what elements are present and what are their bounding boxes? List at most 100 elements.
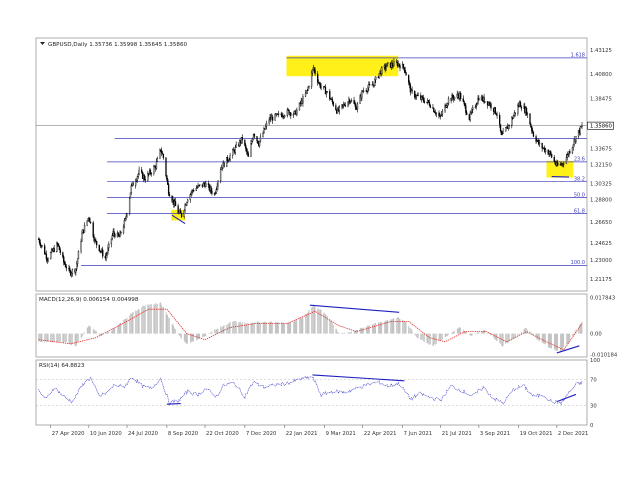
candle-body <box>262 132 264 138</box>
candle-body <box>427 100 430 103</box>
candle-body <box>226 156 228 167</box>
candle-body <box>125 215 127 219</box>
rsi-panel-frame <box>35 359 588 426</box>
candle-body <box>452 94 454 98</box>
macd-divergence-line-0[interactable] <box>309 304 400 313</box>
candle-body <box>446 105 448 108</box>
candle-body <box>572 144 574 148</box>
x-axis-tick-label: 8 Sep 2020 <box>168 431 199 437</box>
x-axis-tick-label: 22 Apr 2021 <box>364 431 397 437</box>
candle-body <box>565 157 568 164</box>
candle-body <box>187 199 189 203</box>
candle-body <box>535 136 537 142</box>
candle-body <box>433 107 435 113</box>
candle-body <box>399 65 401 69</box>
candle-body <box>150 173 152 175</box>
candle-body <box>304 92 307 97</box>
rsi-divergence-line-1[interactable] <box>312 374 405 382</box>
candle-body <box>135 180 137 186</box>
candle-body <box>232 149 235 151</box>
candle-body <box>219 169 222 182</box>
candle-body <box>132 182 134 186</box>
dropdown-triangle-icon[interactable] <box>40 42 45 45</box>
candle-body <box>369 84 371 86</box>
candle-body <box>214 192 217 194</box>
candle-body <box>144 178 146 181</box>
candle-body <box>579 126 581 134</box>
candle-body <box>217 180 219 187</box>
candle-body <box>305 90 308 94</box>
candle-body <box>177 205 179 214</box>
candle-body <box>472 107 474 110</box>
candle-body <box>428 102 431 106</box>
price-axis-tick-label: 1.38475 <box>590 96 612 102</box>
price-trend-line-1[interactable] <box>551 175 570 178</box>
x-axis-tick-label: 22 Oct 2020 <box>206 431 239 437</box>
candle-body <box>453 96 456 100</box>
candle-body <box>367 87 369 92</box>
candle-body <box>71 269 74 274</box>
candle-body <box>290 112 292 116</box>
candle-body <box>288 109 290 115</box>
candle-body <box>476 103 478 106</box>
candle-body <box>475 105 477 107</box>
candle-body <box>529 113 531 125</box>
candle-body <box>263 128 265 134</box>
macd-divergence-line-1[interactable] <box>556 345 580 354</box>
candle-body <box>457 94 459 96</box>
rsi-divergence-line-2[interactable] <box>556 393 577 403</box>
candle-body <box>257 140 259 144</box>
x-axis-tick-label: 2 Dec 2021 <box>558 431 588 437</box>
candle-body <box>317 73 319 83</box>
candle-body <box>566 154 568 158</box>
candle-body <box>258 140 261 146</box>
candle-body <box>569 151 571 154</box>
candle-body <box>477 98 479 104</box>
candle-body <box>581 124 583 128</box>
candle-body <box>329 91 331 100</box>
candle-body <box>306 90 308 92</box>
price-axis-tick-label: 1.43125 <box>590 48 612 54</box>
price-trend-line-0[interactable] <box>171 214 186 225</box>
candle-body <box>338 106 340 112</box>
candle-body <box>465 105 467 113</box>
candle-body <box>239 140 241 147</box>
candle-body <box>508 124 510 126</box>
x-axis-tick-label: 27 Apr 2020 <box>52 431 85 437</box>
candle-body <box>86 220 88 226</box>
candle-body <box>314 69 316 75</box>
candle-body <box>281 114 283 118</box>
price-axis-tick-label: 1.23000 <box>590 258 613 264</box>
candle-body <box>404 70 406 73</box>
candle-body <box>210 186 212 192</box>
candle-body <box>426 101 428 103</box>
rsi-divergence-line-0[interactable] <box>166 403 181 405</box>
candle-body <box>395 61 398 63</box>
candle-body <box>178 211 180 214</box>
candle-body <box>227 160 230 162</box>
candle-body <box>386 63 388 68</box>
candle-body <box>70 273 73 276</box>
candle-body <box>553 156 555 162</box>
candle-body <box>429 105 431 108</box>
candle-body <box>462 98 464 102</box>
macd-axis-tick-label: 0.017843 <box>590 295 615 301</box>
x-axis-tick-label: 21 Jul 2021 <box>442 431 472 437</box>
candle-body <box>432 107 434 109</box>
candle-body <box>402 64 405 68</box>
candle-body <box>147 173 149 181</box>
candle-body <box>232 149 234 156</box>
candle-body <box>197 185 199 188</box>
candle-body <box>325 91 327 95</box>
candle-body <box>408 82 411 85</box>
candle-body <box>447 103 449 106</box>
candle-body <box>65 266 67 269</box>
candle-body <box>193 190 195 192</box>
candle-body <box>199 184 201 186</box>
candle-body <box>532 132 535 137</box>
candle-body <box>415 95 418 98</box>
candle-body <box>168 194 171 197</box>
highlight-zone-0 <box>171 209 186 221</box>
candle-body <box>350 100 353 102</box>
